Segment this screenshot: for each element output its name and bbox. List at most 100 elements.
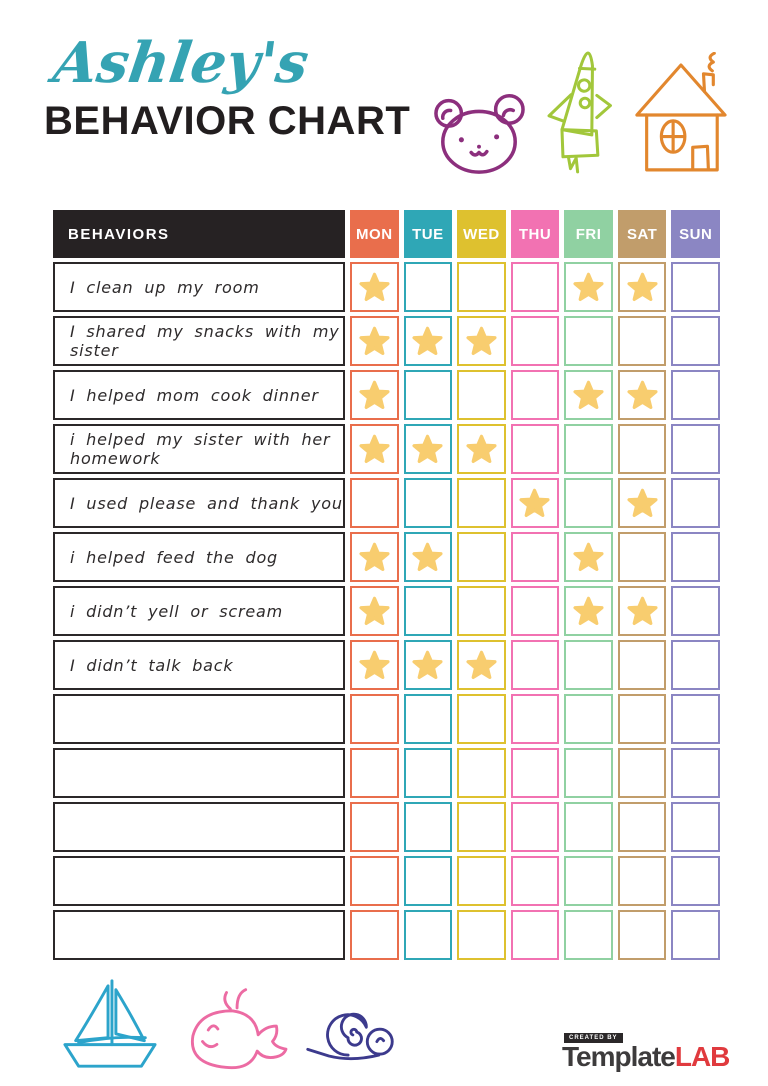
star-cell-fri[interactable]: [564, 910, 613, 960]
star-cell-tue[interactable]: [403, 262, 453, 312]
star-cell-sat[interactable]: [617, 424, 667, 474]
star-cell-sat[interactable]: [617, 748, 667, 798]
behavior-label[interactable]: I clean up my room: [53, 262, 345, 312]
star-cell-sat[interactable]: [617, 910, 667, 960]
star-cell-wed[interactable]: [457, 262, 506, 312]
star-cell-thu[interactable]: [510, 694, 560, 744]
star-cell-sat[interactable]: [617, 640, 667, 690]
star-cell-wed[interactable]: [457, 640, 506, 690]
behavior-label[interactable]: I shared my snacks with my sister: [53, 316, 345, 366]
star-cell-thu[interactable]: [510, 424, 560, 474]
star-cell-sun[interactable]: [671, 532, 720, 582]
star-cell-tue[interactable]: [403, 694, 453, 744]
star-cell-thu[interactable]: [510, 586, 560, 636]
star-cell-tue[interactable]: [403, 316, 453, 366]
star-cell-mon[interactable]: [350, 640, 399, 690]
star-cell-tue[interactable]: [403, 910, 453, 960]
star-cell-sat[interactable]: [617, 694, 667, 744]
star-cell-wed[interactable]: [457, 424, 506, 474]
star-cell-sun[interactable]: [671, 316, 720, 366]
behavior-label[interactable]: i helped feed the dog: [53, 532, 345, 582]
star-cell-mon[interactable]: [350, 802, 399, 852]
star-cell-sun[interactable]: [671, 694, 720, 744]
star-cell-sat[interactable]: [617, 370, 667, 420]
star-cell-sun[interactable]: [671, 370, 720, 420]
star-cell-mon[interactable]: [350, 856, 399, 906]
star-cell-wed[interactable]: [457, 802, 506, 852]
star-cell-tue[interactable]: [403, 586, 453, 636]
star-cell-thu[interactable]: [510, 370, 560, 420]
star-cell-fri[interactable]: [564, 640, 613, 690]
behavior-label[interactable]: [53, 748, 345, 798]
behavior-label[interactable]: I used please and thank you: [53, 478, 345, 528]
star-cell-fri[interactable]: [564, 694, 613, 744]
star-cell-thu[interactable]: [510, 478, 560, 528]
star-cell-sun[interactable]: [671, 478, 720, 528]
behavior-label[interactable]: i didn’t yell or scream: [53, 586, 345, 636]
star-cell-thu[interactable]: [510, 532, 560, 582]
star-cell-fri[interactable]: [564, 478, 613, 528]
star-cell-tue[interactable]: [403, 478, 453, 528]
star-cell-wed[interactable]: [457, 694, 506, 744]
star-cell-sun[interactable]: [671, 802, 720, 852]
star-cell-mon[interactable]: [350, 424, 399, 474]
star-cell-tue[interactable]: [403, 370, 453, 420]
star-cell-mon[interactable]: [350, 586, 399, 636]
behavior-label[interactable]: [53, 802, 345, 852]
star-cell-fri[interactable]: [564, 316, 613, 366]
star-cell-fri[interactable]: [564, 370, 613, 420]
star-cell-sun[interactable]: [671, 262, 720, 312]
behavior-label[interactable]: I helped mom cook dinner: [53, 370, 345, 420]
star-cell-tue[interactable]: [403, 748, 453, 798]
star-cell-mon[interactable]: [350, 748, 399, 798]
star-cell-mon[interactable]: [350, 532, 399, 582]
star-cell-tue[interactable]: [403, 802, 453, 852]
star-cell-wed[interactable]: [457, 586, 506, 636]
star-cell-sat[interactable]: [617, 532, 667, 582]
star-cell-fri[interactable]: [564, 532, 613, 582]
star-cell-sat[interactable]: [617, 262, 667, 312]
star-cell-mon[interactable]: [350, 262, 399, 312]
star-cell-fri[interactable]: [564, 748, 613, 798]
star-cell-sun[interactable]: [671, 856, 720, 906]
star-cell-sun[interactable]: [671, 748, 720, 798]
star-cell-mon[interactable]: [350, 694, 399, 744]
star-cell-fri[interactable]: [564, 424, 613, 474]
star-cell-sun[interactable]: [671, 640, 720, 690]
star-cell-wed[interactable]: [457, 856, 506, 906]
behavior-label[interactable]: [53, 694, 345, 744]
star-cell-sat[interactable]: [617, 802, 667, 852]
star-cell-sun[interactable]: [671, 424, 720, 474]
star-cell-sat[interactable]: [617, 586, 667, 636]
star-cell-sat[interactable]: [617, 478, 667, 528]
star-cell-sun[interactable]: [671, 910, 720, 960]
star-cell-tue[interactable]: [403, 532, 453, 582]
star-cell-mon[interactable]: [350, 478, 399, 528]
star-cell-sat[interactable]: [617, 856, 667, 906]
star-cell-wed[interactable]: [457, 478, 506, 528]
star-cell-wed[interactable]: [457, 370, 506, 420]
star-cell-tue[interactable]: [403, 640, 453, 690]
star-cell-mon[interactable]: [350, 370, 399, 420]
behavior-label[interactable]: i helped my sister with her homework: [53, 424, 345, 474]
star-cell-mon[interactable]: [350, 910, 399, 960]
star-cell-wed[interactable]: [457, 748, 506, 798]
star-cell-sat[interactable]: [617, 316, 667, 366]
star-cell-sun[interactable]: [671, 586, 720, 636]
star-cell-thu[interactable]: [510, 262, 560, 312]
behavior-label[interactable]: I didn’t talk back: [53, 640, 345, 690]
star-cell-thu[interactable]: [510, 640, 560, 690]
star-cell-tue[interactable]: [403, 856, 453, 906]
behavior-label[interactable]: [53, 910, 345, 960]
star-cell-tue[interactable]: [403, 424, 453, 474]
star-cell-fri[interactable]: [564, 262, 613, 312]
star-cell-thu[interactable]: [510, 316, 560, 366]
star-cell-mon[interactable]: [350, 316, 399, 366]
star-cell-thu[interactable]: [510, 802, 560, 852]
star-cell-thu[interactable]: [510, 856, 560, 906]
star-cell-fri[interactable]: [564, 856, 613, 906]
star-cell-fri[interactable]: [564, 586, 613, 636]
star-cell-wed[interactable]: [457, 316, 506, 366]
star-cell-thu[interactable]: [510, 910, 560, 960]
behavior-label[interactable]: [53, 856, 345, 906]
